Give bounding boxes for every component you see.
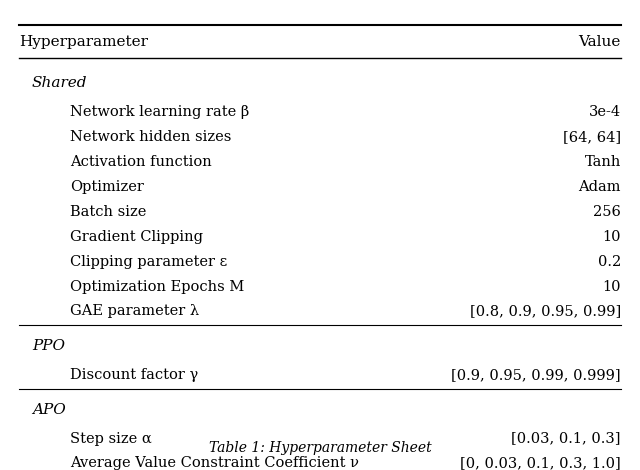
- Text: Hyperparameter: Hyperparameter: [19, 34, 148, 48]
- Text: Network hidden sizes: Network hidden sizes: [70, 130, 232, 144]
- Text: Value: Value: [579, 34, 621, 48]
- Text: Batch size: Batch size: [70, 205, 147, 219]
- Text: Shared: Shared: [32, 77, 88, 90]
- Text: [0, 0.03, 0.1, 0.3, 1.0]: [0, 0.03, 0.1, 0.3, 1.0]: [460, 456, 621, 470]
- Text: Table 1: Hyperparameter Sheet: Table 1: Hyperparameter Sheet: [209, 440, 431, 454]
- Text: 10: 10: [602, 230, 621, 244]
- Text: Clipping parameter ε: Clipping parameter ε: [70, 255, 228, 269]
- Text: Adam: Adam: [579, 180, 621, 194]
- Text: Step size α: Step size α: [70, 431, 152, 446]
- Text: Gradient Clipping: Gradient Clipping: [70, 230, 204, 244]
- Text: APO: APO: [32, 403, 66, 417]
- Text: Network learning rate β: Network learning rate β: [70, 105, 250, 119]
- Text: Tanh: Tanh: [584, 155, 621, 169]
- Text: [0.8, 0.9, 0.95, 0.99]: [0.8, 0.9, 0.95, 0.99]: [470, 305, 621, 319]
- Text: Optimization Epochs Μ: Optimization Epochs Μ: [70, 280, 244, 294]
- Text: [0.03, 0.1, 0.3]: [0.03, 0.1, 0.3]: [511, 431, 621, 446]
- Text: [0.9, 0.95, 0.99, 0.999]: [0.9, 0.95, 0.99, 0.999]: [451, 368, 621, 382]
- Text: PPO: PPO: [32, 339, 65, 353]
- Text: 3e-4: 3e-4: [589, 105, 621, 119]
- Text: Discount factor γ: Discount factor γ: [70, 368, 198, 382]
- Text: 0.2: 0.2: [598, 255, 621, 269]
- Text: Optimizer: Optimizer: [70, 180, 144, 194]
- Text: Average Value Constraint Coefficient ν: Average Value Constraint Coefficient ν: [70, 456, 360, 470]
- Text: [64, 64]: [64, 64]: [563, 130, 621, 144]
- Text: Activation function: Activation function: [70, 155, 212, 169]
- Text: GAE parameter λ: GAE parameter λ: [70, 305, 200, 319]
- Text: 256: 256: [593, 205, 621, 219]
- Text: 10: 10: [602, 280, 621, 294]
